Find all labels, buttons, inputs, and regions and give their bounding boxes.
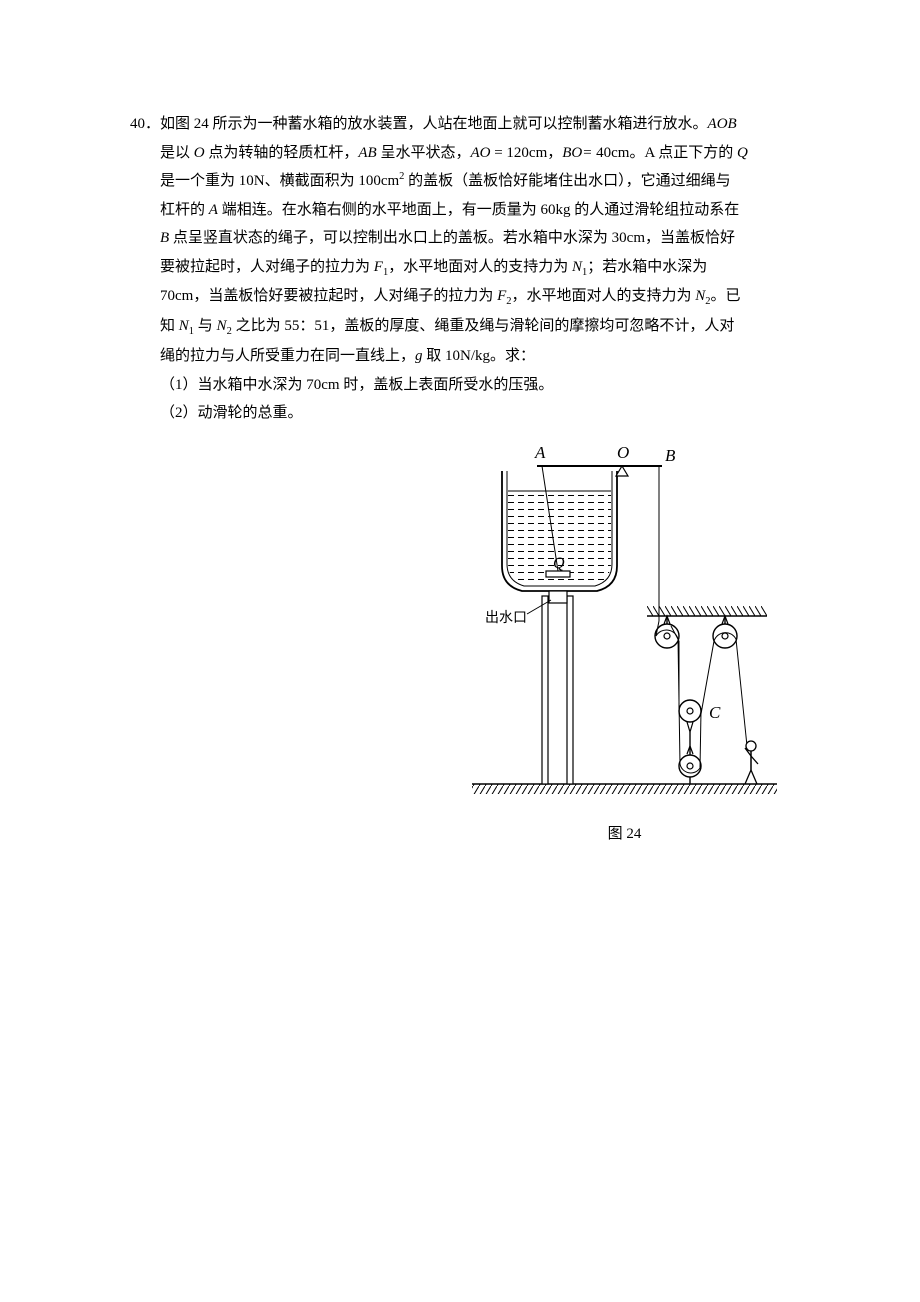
sub-2c: 2	[227, 326, 232, 337]
text: 是一个重为 10N、横截面积为 100cm	[160, 173, 399, 189]
var-aob: AOB	[708, 116, 737, 132]
text: 绳的拉力与人所受重力在同一直线上，	[160, 348, 415, 364]
var-ao: AO	[470, 145, 490, 161]
figure-caption: 图 24	[467, 820, 782, 849]
problem-line-9: 绳的拉力与人所受重力在同一直线上，g 取 10N/kg。求：	[130, 342, 802, 371]
text: 端相连。在水箱右侧的水平地面上，有一质量为 60kg 的人通过滑轮组拉动系在	[222, 202, 740, 218]
person-icon	[745, 741, 758, 784]
var-n2c: N	[217, 318, 227, 334]
problem-40: 40．如图 24 所示为一种蓄水箱的放水装置，人站在地面上就可以控制蓄水箱进行放…	[130, 110, 802, 848]
label-o: O	[617, 443, 629, 462]
var-n1: N	[572, 259, 582, 275]
label-c: C	[709, 703, 721, 722]
var-f2: F	[497, 288, 506, 304]
problem-line-8: 知 N1 与 N2 之比为 55：51，盖板的厚度、绳重及绳与滑轮间的摩擦均可忽…	[130, 312, 802, 342]
text: 的盖板（盖板恰好能堵住出水口），它通过细绳与	[408, 173, 731, 189]
text: ，水平地面对人的支持力为	[512, 288, 692, 304]
sub-1c: 1	[189, 326, 194, 337]
text: 70cm，当盖板恰好要被拉起时，人对绳子的拉力为	[160, 288, 493, 304]
problem-line-1: 40．如图 24 所示为一种蓄水箱的放水装置，人站在地面上就可以控制蓄水箱进行放…	[130, 110, 802, 139]
problem-line-6: 要被拉起时，人对绳子的拉力为 F1，水平地面对人的支持力为 N1；若水箱中水深为	[130, 253, 802, 283]
text: 点为转轴的轻质杠杆，	[208, 145, 358, 161]
text: 呈水平状态，	[380, 145, 470, 161]
problem-line-4: 杠杆的 A 端相连。在水箱右侧的水平地面上，有一质量为 60kg 的人通过滑轮组…	[130, 196, 802, 225]
figure-svg: A O B Q C 出水口	[467, 436, 782, 816]
text: ，水平地面对人的支持力为	[388, 259, 568, 275]
page: 40．如图 24 所示为一种蓄水箱的放水装置，人站在地面上就可以控制蓄水箱进行放…	[0, 0, 920, 908]
text: ；若水箱中水深为	[587, 259, 707, 275]
sub-question-1: （1）当水箱中水深为 70cm 时，盖板上表面所受水的压强。	[130, 371, 802, 400]
text: 是以	[160, 145, 190, 161]
sup-2: 2	[399, 171, 404, 182]
var-o: O	[194, 145, 205, 161]
var-q: Q	[737, 145, 748, 161]
fixed-pulley-right	[713, 616, 737, 648]
label-b: B	[665, 446, 676, 465]
problem-number: 40．	[130, 116, 160, 132]
text: = 120cm，	[494, 145, 562, 161]
text: 要被拉起时，人对绳子的拉力为	[160, 259, 370, 275]
text: 与	[198, 318, 213, 334]
text: 如图 24 所示为一种蓄水箱的放水装置，人站在地面上就可以控制蓄水箱进行放水。	[160, 116, 708, 132]
label-a: A	[534, 443, 546, 462]
text: 。已	[711, 288, 741, 304]
movable-pulley-lower	[679, 732, 701, 784]
var-n1c: N	[179, 318, 189, 334]
var-bo: BO=	[562, 145, 592, 161]
var-g: g	[415, 348, 423, 364]
var-f1: F	[374, 259, 383, 275]
var-a: A	[209, 202, 218, 218]
sub-question-2: （2）动滑轮的总重。	[130, 399, 802, 428]
problem-line-2: 是以 O 点为转轴的轻质杠杆，AB 呈水平状态，AO = 120cm，BO= 4…	[130, 139, 802, 168]
var-ab: AB	[358, 145, 376, 161]
problem-line-3: 是一个重为 10N、横截面积为 100cm2 的盖板（盖板恰好能堵住出水口），它…	[130, 167, 802, 196]
movable-pulley-c	[679, 700, 701, 732]
text: 40cm。A 点正下方的	[596, 145, 733, 161]
var-b: B	[160, 230, 169, 246]
problem-line-7: 70cm，当盖板恰好要被拉起时，人对绳子的拉力为 F2，水平地面对人的支持力为 …	[130, 282, 802, 312]
label-q: Q	[553, 555, 565, 572]
figure-24: A O B Q C 出水口 图 24	[467, 436, 782, 849]
text: 杠杆的	[160, 202, 205, 218]
label-outlet: 出水口	[485, 610, 527, 626]
text: 知	[160, 318, 175, 334]
text: 之比为 55：51，盖板的厚度、绳重及绳与滑轮间的摩擦均可忽略不计，人对	[236, 318, 735, 334]
var-n2: N	[695, 288, 705, 304]
text: 取 10N/kg。求：	[426, 348, 535, 364]
problem-line-5: B 点呈竖直状态的绳子，可以控制出水口上的盖板。若水箱中水深为 30cm，当盖板…	[130, 224, 802, 253]
text: 点呈竖直状态的绳子，可以控制出水口上的盖板。若水箱中水深为 30cm，当盖板恰好	[173, 230, 735, 246]
